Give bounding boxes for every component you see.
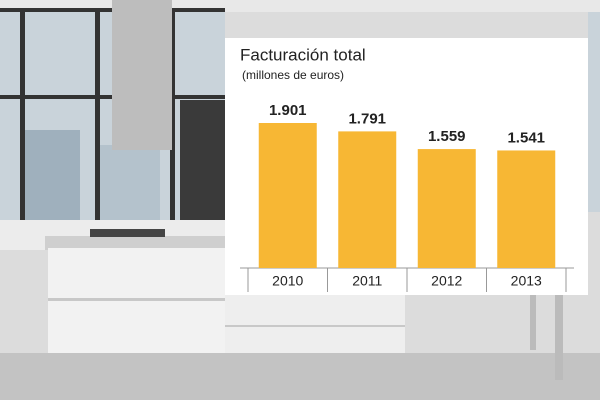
value-label: 1.559 [428,128,466,145]
x-tick-label: 2011 [352,273,382,289]
bar [258,123,317,268]
x-tick-label: 2013 [511,273,542,289]
value-label: 1.791 [348,110,386,127]
bar [338,131,397,268]
bar [497,150,556,268]
bar [417,149,476,268]
chart-subtitle: (millones de euros) [242,68,344,82]
value-label: 1.901 [269,102,307,119]
x-tick-label: 2012 [431,273,462,289]
chart-title: Facturación total [240,45,366,64]
x-tick-label: 2010 [272,273,303,289]
value-label: 1.541 [507,129,545,146]
